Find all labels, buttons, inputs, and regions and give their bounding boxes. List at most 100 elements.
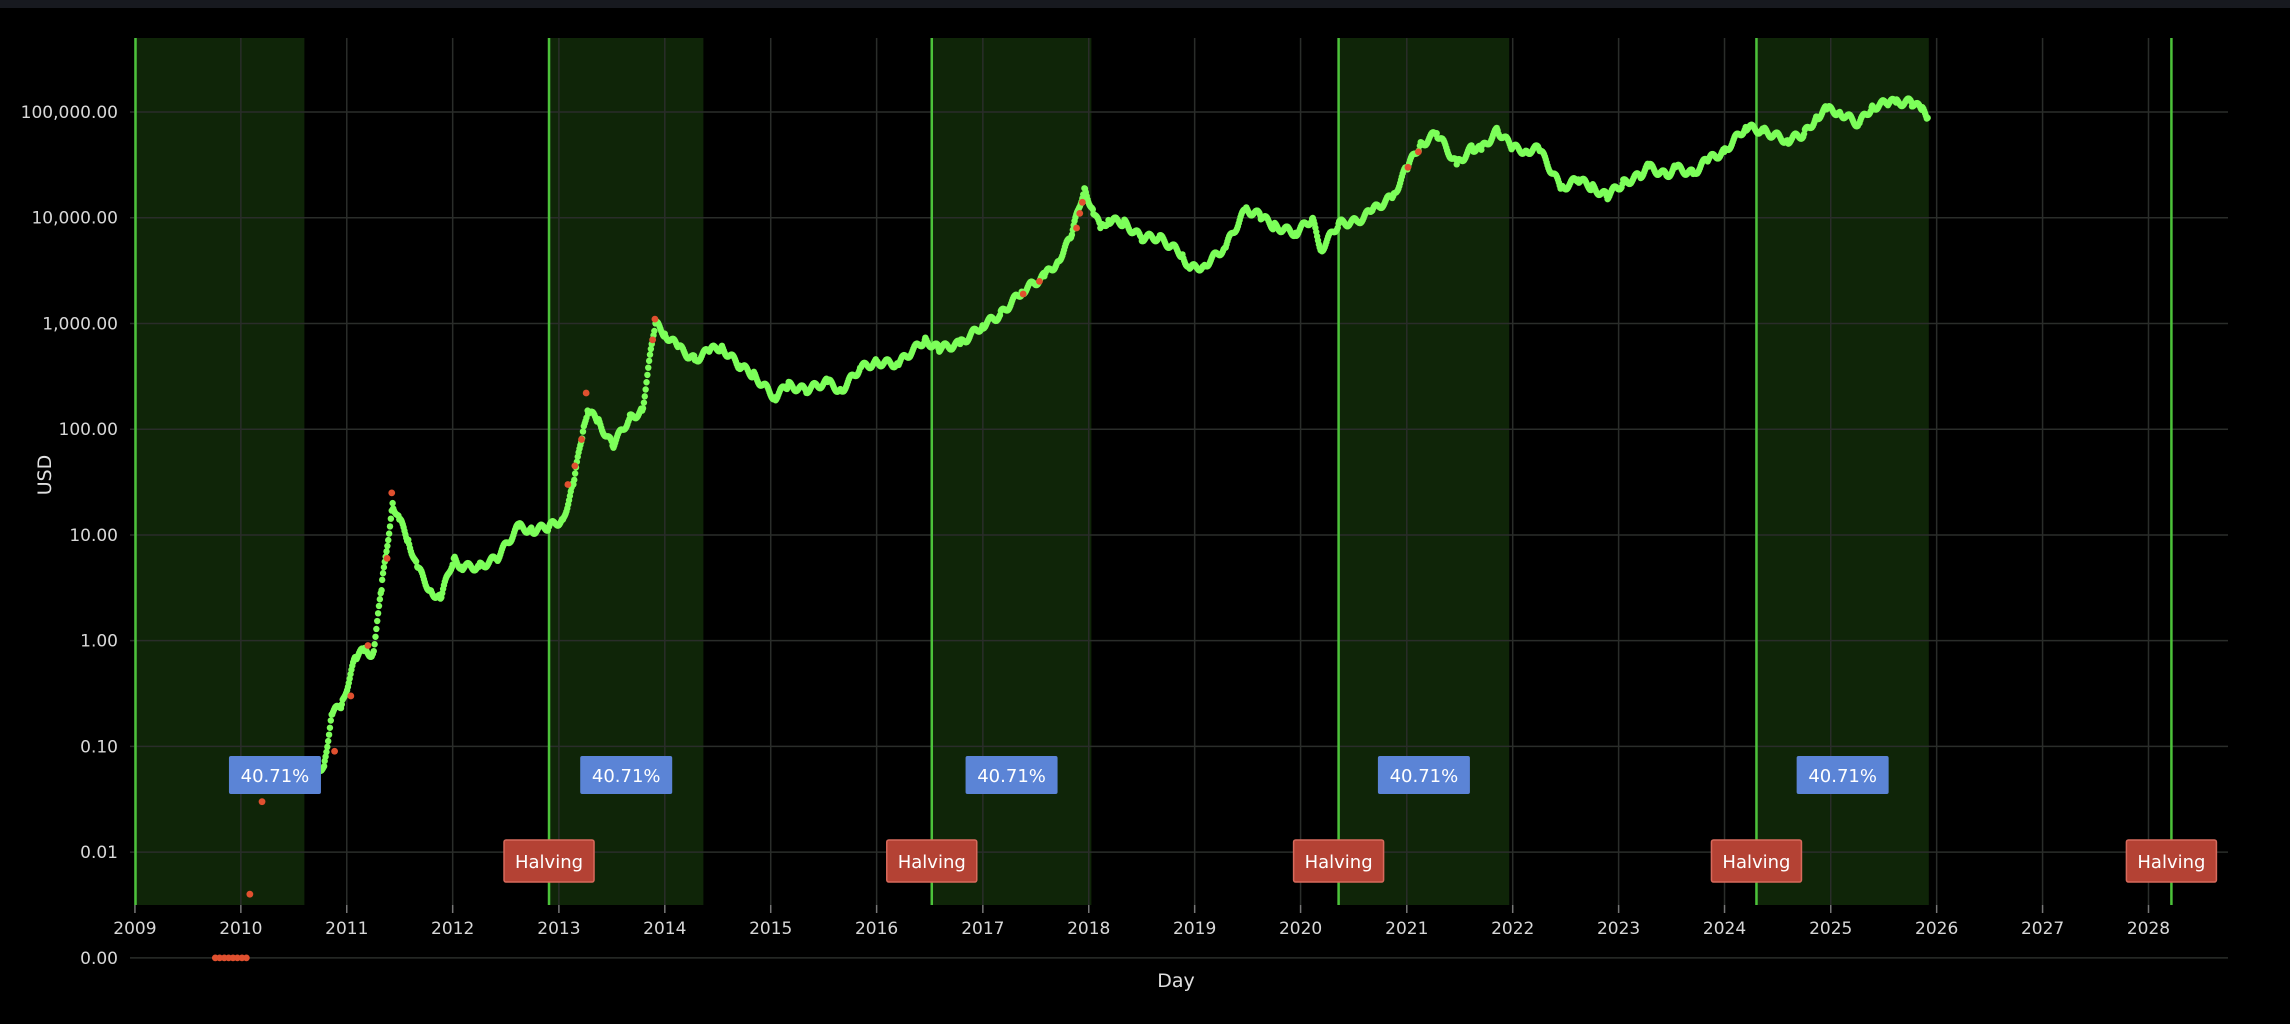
halving-label-text: Halving bbox=[1305, 852, 1373, 873]
price-point-red bbox=[571, 462, 579, 470]
price-point bbox=[646, 351, 654, 358]
price-point-red bbox=[564, 481, 572, 488]
price-point bbox=[384, 542, 391, 550]
price-point bbox=[645, 357, 653, 365]
price-point bbox=[645, 364, 652, 371]
x-tick-label: 2028 bbox=[2127, 919, 2170, 939]
y-tick-label: 0.01 bbox=[80, 843, 118, 863]
price-point-red bbox=[1414, 148, 1422, 156]
halving-label-box-4 bbox=[1710, 839, 1803, 883]
percent-label-box-1 bbox=[228, 756, 321, 794]
window-top-bar bbox=[0, 0, 2290, 8]
x-axis-title: Day bbox=[1157, 970, 1195, 992]
x-tick-label: 2009 bbox=[113, 919, 156, 939]
x-tick-label: 2025 bbox=[1809, 919, 1852, 939]
price-point-red bbox=[383, 554, 391, 562]
price-point bbox=[1924, 114, 1931, 122]
x-tick-labels: 2009 2010 2011 2012 2013 2014 2015 2016 2017 2018… bbox=[113, 919, 2170, 939]
halving-label-box-5 bbox=[2125, 839, 2218, 883]
price-point-red bbox=[246, 890, 254, 898]
price-point bbox=[641, 393, 648, 400]
price-point bbox=[373, 625, 380, 633]
x-tick-label: 2014 bbox=[643, 919, 686, 939]
x-tick-label: 2026 bbox=[1915, 919, 1958, 939]
price-point bbox=[651, 327, 658, 335]
y-tick-label: 10,000.00 bbox=[31, 209, 118, 229]
price-point bbox=[323, 748, 330, 756]
price-point-red bbox=[1073, 224, 1080, 232]
y-tick-label: 100.00 bbox=[59, 420, 118, 440]
price-point bbox=[644, 371, 651, 379]
price-point bbox=[640, 399, 648, 406]
price-point bbox=[643, 379, 650, 386]
price-point bbox=[378, 587, 385, 594]
x-tick-label: 2010 bbox=[219, 919, 262, 939]
price-point-red bbox=[649, 336, 657, 344]
price-point bbox=[412, 558, 420, 565]
annotation-labels: 40.71% 40.71% 40.71% 40.71% 40.71% Halving Hal… bbox=[228, 756, 2218, 883]
price-point-red bbox=[331, 747, 338, 755]
y-tick-label: 10.00 bbox=[69, 526, 118, 546]
x-tick-label: 2015 bbox=[749, 919, 792, 939]
price-point-red bbox=[651, 315, 659, 323]
price-point bbox=[325, 731, 333, 738]
x-tick-label: 2024 bbox=[1703, 919, 1746, 939]
price-point-red bbox=[1404, 163, 1412, 171]
price-point bbox=[1433, 130, 1440, 137]
price-point-red bbox=[578, 436, 585, 443]
x-tick-label: 2027 bbox=[2021, 919, 2064, 939]
y-tick-label: 0.00 bbox=[80, 949, 118, 969]
price-point bbox=[379, 570, 387, 577]
percent-label-text: 40.71% bbox=[241, 766, 310, 787]
price-point bbox=[370, 647, 377, 655]
halving-label-box-2 bbox=[886, 839, 978, 883]
price-point bbox=[383, 548, 390, 555]
price-point bbox=[371, 641, 378, 648]
x-tick-label: 2019 bbox=[1173, 919, 1216, 939]
price-point bbox=[326, 724, 334, 731]
x-tick-label: 2021 bbox=[1385, 919, 1428, 939]
price-point bbox=[639, 405, 647, 412]
x-tick-label: 2023 bbox=[1597, 919, 1640, 939]
price-point bbox=[327, 717, 335, 724]
halving-lines bbox=[134, 38, 2173, 905]
price-point bbox=[324, 743, 331, 751]
price-point bbox=[372, 633, 379, 640]
x-tick-label: 2022 bbox=[1491, 919, 1534, 939]
price-points bbox=[211, 95, 1931, 962]
price-point-red bbox=[1076, 209, 1084, 217]
x-tick-label: 2020 bbox=[1279, 919, 1322, 939]
price-point bbox=[376, 596, 384, 603]
x-tick-label: 2016 bbox=[855, 919, 898, 939]
percent-label-text: 40.71% bbox=[1808, 766, 1877, 787]
price-point bbox=[385, 530, 393, 537]
percent-label-text: 40.71% bbox=[977, 766, 1046, 787]
halving-label-text: Halving bbox=[2137, 852, 2205, 873]
price-point bbox=[386, 523, 394, 530]
percent-label-box-2 bbox=[580, 756, 673, 794]
halving-label-box-1 bbox=[503, 839, 595, 883]
price-point bbox=[380, 564, 388, 571]
price-point bbox=[374, 610, 382, 617]
price-point-red bbox=[582, 389, 590, 397]
price-point bbox=[389, 499, 396, 507]
price-point-red bbox=[258, 798, 266, 806]
halving-label-box-3 bbox=[1292, 839, 1385, 883]
price-point bbox=[338, 701, 346, 708]
y-tick-label: 1.00 bbox=[80, 632, 118, 652]
x-tick-label: 2012 bbox=[431, 919, 474, 939]
price-point-red bbox=[242, 954, 250, 962]
percent-label-box-5 bbox=[1796, 756, 1889, 794]
percent-label-text: 40.71% bbox=[592, 766, 661, 787]
halving-label-text: Halving bbox=[898, 852, 966, 873]
price-point-red bbox=[1019, 290, 1027, 298]
price-point bbox=[387, 515, 395, 522]
y-axis-title: USD bbox=[34, 455, 56, 496]
x-tick-label: 2013 bbox=[537, 919, 580, 939]
price-point-red bbox=[388, 489, 396, 497]
percent-label-text: 40.71% bbox=[1390, 766, 1459, 787]
x-tick-label: 2017 bbox=[961, 919, 1004, 939]
price-point bbox=[1068, 231, 1076, 238]
